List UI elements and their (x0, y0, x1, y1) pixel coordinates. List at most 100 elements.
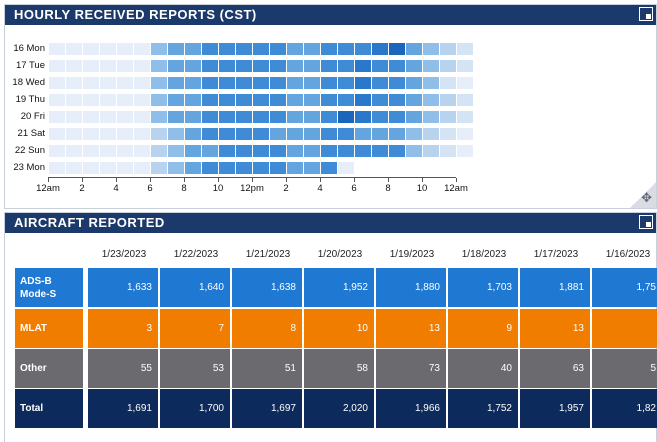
heatmap-cell[interactable] (321, 162, 337, 174)
heatmap-cell[interactable] (100, 94, 116, 106)
heatmap-cell[interactable] (287, 145, 303, 157)
heatmap-cell[interactable] (423, 128, 439, 140)
heatmap-cell[interactable] (389, 94, 405, 106)
heatmap-cell[interactable] (338, 111, 354, 123)
heatmap-cell[interactable] (134, 128, 150, 140)
heatmap-cell[interactable] (151, 128, 167, 140)
heatmap-cell[interactable] (185, 60, 201, 72)
heatmap-cell[interactable] (236, 128, 252, 140)
heatmap-cell[interactable] (253, 94, 269, 106)
heatmap-cell[interactable] (219, 43, 235, 55)
expand-icon[interactable] (639, 7, 653, 21)
heatmap-cell[interactable] (270, 128, 286, 140)
heatmap-cell[interactable] (321, 60, 337, 72)
heatmap-cell[interactable] (151, 145, 167, 157)
heatmap-cell[interactable] (270, 43, 286, 55)
heatmap-cell[interactable] (440, 128, 456, 140)
heatmap-cell[interactable] (168, 162, 184, 174)
heatmap-cell[interactable] (423, 111, 439, 123)
heatmap-cell[interactable] (372, 128, 388, 140)
heatmap-cell[interactable] (338, 94, 354, 106)
heatmap-cell[interactable] (355, 43, 371, 55)
heatmap-cell[interactable] (304, 60, 320, 72)
heatmap-cell[interactable] (355, 162, 371, 174)
heatmap-cell[interactable] (253, 77, 269, 89)
heatmap-cell[interactable] (49, 94, 65, 106)
heatmap-cell[interactable] (304, 111, 320, 123)
heatmap-cell[interactable] (457, 162, 473, 174)
heatmap-cell[interactable] (389, 60, 405, 72)
heatmap-cell[interactable] (185, 162, 201, 174)
heatmap-cell[interactable] (219, 128, 235, 140)
heatmap-cell[interactable] (389, 145, 405, 157)
heatmap-cell[interactable] (151, 77, 167, 89)
heatmap-cell[interactable] (372, 162, 388, 174)
heatmap-cell[interactable] (304, 145, 320, 157)
heatmap-cell[interactable] (304, 94, 320, 106)
heatmap-cell[interactable] (168, 145, 184, 157)
heatmap-cell[interactable] (440, 94, 456, 106)
heatmap-cell[interactable] (457, 111, 473, 123)
heatmap-cell[interactable] (236, 162, 252, 174)
heatmap-cell[interactable] (457, 43, 473, 55)
heatmap-cell[interactable] (406, 111, 422, 123)
heatmap-cell[interactable] (287, 94, 303, 106)
heatmap-cell[interactable] (219, 60, 235, 72)
heatmap-cell[interactable] (389, 111, 405, 123)
heatmap-cell[interactable] (219, 77, 235, 89)
heatmap-cell[interactable] (287, 43, 303, 55)
heatmap-cell[interactable] (236, 111, 252, 123)
heatmap-cell[interactable] (338, 43, 354, 55)
heatmap-cell[interactable] (117, 162, 133, 174)
heatmap-cell[interactable] (457, 128, 473, 140)
heatmap-cell[interactable] (83, 60, 99, 72)
heatmap-cell[interactable] (202, 162, 218, 174)
heatmap-cell[interactable] (304, 77, 320, 89)
heatmap-cell[interactable] (202, 145, 218, 157)
heatmap-cell[interactable] (253, 162, 269, 174)
heatmap-cell[interactable] (134, 77, 150, 89)
heatmap-cell[interactable] (117, 111, 133, 123)
heatmap-cell[interactable] (236, 94, 252, 106)
heatmap-cell[interactable] (168, 94, 184, 106)
heatmap-cell[interactable] (151, 111, 167, 123)
heatmap-cell[interactable] (440, 43, 456, 55)
heatmap-cell[interactable] (202, 60, 218, 72)
heatmap-cell[interactable] (423, 94, 439, 106)
heatmap-cell[interactable] (321, 77, 337, 89)
heatmap-cell[interactable] (100, 43, 116, 55)
heatmap-cell[interactable] (185, 145, 201, 157)
heatmap-cell[interactable] (66, 111, 82, 123)
heatmap-cell[interactable] (321, 111, 337, 123)
heatmap-cell[interactable] (440, 162, 456, 174)
heatmap-cell[interactable] (185, 94, 201, 106)
heatmap-cell[interactable] (100, 111, 116, 123)
heatmap-cell[interactable] (117, 145, 133, 157)
heatmap-cell[interactable] (83, 77, 99, 89)
heatmap-cell[interactable] (372, 111, 388, 123)
heatmap-cell[interactable] (117, 60, 133, 72)
heatmap-cell[interactable] (389, 162, 405, 174)
heatmap-cell[interactable] (66, 128, 82, 140)
heatmap-cell[interactable] (321, 94, 337, 106)
heatmap-cell[interactable] (49, 111, 65, 123)
heatmap-cell[interactable] (270, 94, 286, 106)
heatmap-cell[interactable] (406, 162, 422, 174)
heatmap-cell[interactable] (202, 128, 218, 140)
heatmap-cell[interactable] (134, 43, 150, 55)
heatmap-cell[interactable] (270, 145, 286, 157)
heatmap-cell[interactable] (100, 145, 116, 157)
heatmap-cell[interactable] (151, 43, 167, 55)
heatmap-cell[interactable] (287, 77, 303, 89)
heatmap-cell[interactable] (49, 162, 65, 174)
heatmap-cell[interactable] (355, 111, 371, 123)
heatmap-cell[interactable] (338, 145, 354, 157)
heatmap-cell[interactable] (321, 128, 337, 140)
heatmap-cell[interactable] (355, 128, 371, 140)
heatmap-cell[interactable] (253, 145, 269, 157)
heatmap-cell[interactable] (83, 145, 99, 157)
heatmap-cell[interactable] (304, 43, 320, 55)
heatmap-cell[interactable] (253, 43, 269, 55)
heatmap-cell[interactable] (219, 162, 235, 174)
heatmap-cell[interactable] (168, 77, 184, 89)
